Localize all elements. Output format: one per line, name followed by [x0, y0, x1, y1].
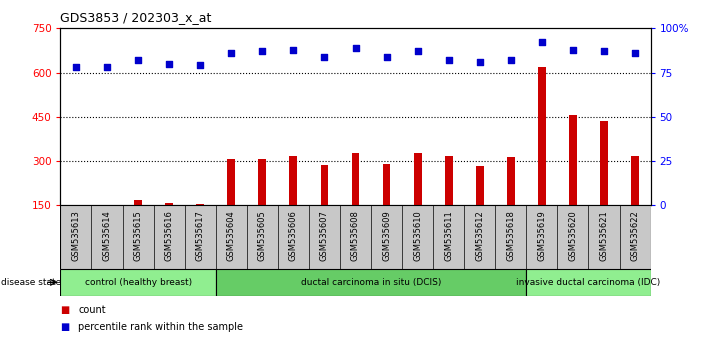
Bar — [352, 153, 359, 205]
Point — [225, 50, 237, 56]
Bar — [321, 166, 328, 205]
Text: GSM535613: GSM535613 — [72, 210, 80, 261]
Point — [505, 57, 516, 63]
Bar — [414, 153, 422, 205]
Text: GSM535617: GSM535617 — [196, 210, 205, 261]
Bar — [165, 203, 173, 205]
Point — [70, 64, 82, 70]
Text: GSM535608: GSM535608 — [351, 210, 360, 261]
Bar — [258, 159, 266, 205]
FancyBboxPatch shape — [526, 269, 651, 296]
Text: GSM535606: GSM535606 — [289, 210, 298, 261]
Text: count: count — [78, 305, 106, 315]
Text: GSM535610: GSM535610 — [413, 210, 422, 261]
FancyBboxPatch shape — [60, 205, 651, 269]
Text: invasive ductal carcinoma (IDC): invasive ductal carcinoma (IDC) — [516, 278, 661, 287]
Point — [598, 48, 609, 54]
Bar — [631, 156, 639, 205]
Bar — [569, 115, 577, 205]
Point — [629, 50, 641, 56]
Point — [474, 59, 486, 65]
Bar — [383, 164, 390, 205]
Text: ■: ■ — [60, 322, 70, 332]
Text: GSM535619: GSM535619 — [538, 210, 546, 261]
Point — [132, 57, 144, 63]
Point — [257, 48, 268, 54]
Bar — [538, 67, 546, 205]
Bar — [134, 200, 142, 205]
FancyBboxPatch shape — [215, 269, 526, 296]
Text: percentile rank within the sample: percentile rank within the sample — [78, 322, 243, 332]
Text: ductal carcinoma in situ (DCIS): ductal carcinoma in situ (DCIS) — [301, 278, 442, 287]
Text: GSM535622: GSM535622 — [631, 210, 639, 261]
Text: GSM535611: GSM535611 — [444, 210, 453, 261]
Point — [443, 57, 454, 63]
Point — [350, 45, 361, 51]
Point — [536, 40, 547, 45]
Text: GSM535614: GSM535614 — [102, 210, 112, 261]
Text: disease state: disease state — [1, 278, 61, 287]
Text: GSM535615: GSM535615 — [134, 210, 143, 261]
Text: GSM535621: GSM535621 — [599, 210, 609, 261]
Point — [195, 63, 206, 68]
Point — [567, 47, 579, 52]
Point — [412, 48, 423, 54]
Text: control (healthy breast): control (healthy breast) — [85, 278, 192, 287]
Point — [288, 47, 299, 52]
Text: GSM535620: GSM535620 — [568, 210, 577, 261]
Point — [381, 54, 392, 59]
Bar — [476, 166, 483, 205]
Text: GSM535618: GSM535618 — [506, 210, 515, 261]
Text: GSM535609: GSM535609 — [382, 210, 391, 261]
Text: GSM535607: GSM535607 — [320, 210, 329, 261]
Text: GSM535604: GSM535604 — [227, 210, 236, 261]
Text: GSM535616: GSM535616 — [165, 210, 173, 261]
Text: GDS3853 / 202303_x_at: GDS3853 / 202303_x_at — [60, 11, 212, 24]
Text: ■: ■ — [60, 305, 70, 315]
Text: GSM535605: GSM535605 — [258, 210, 267, 261]
Bar — [228, 159, 235, 205]
Text: GSM535612: GSM535612 — [475, 210, 484, 261]
Point — [164, 61, 175, 67]
FancyBboxPatch shape — [60, 269, 215, 296]
Point — [319, 54, 330, 59]
Bar — [600, 121, 608, 205]
Bar — [445, 156, 453, 205]
Bar — [507, 157, 515, 205]
Bar — [289, 156, 297, 205]
Point — [102, 64, 113, 70]
